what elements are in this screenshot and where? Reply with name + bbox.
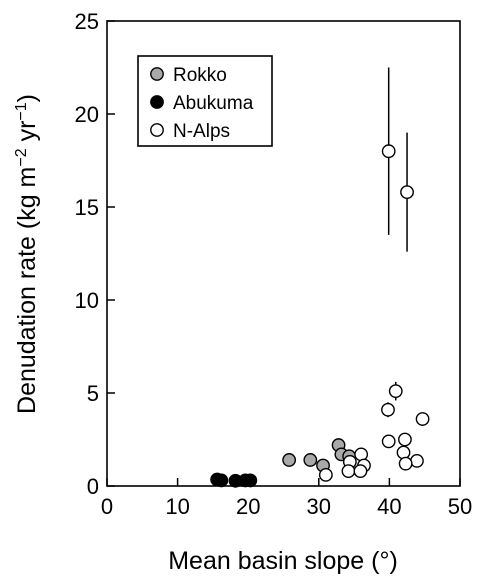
legend-label-rokko: Rokko <box>173 65 227 86</box>
y-tick-label: 0 <box>87 474 99 499</box>
point-n-alps <box>353 464 368 479</box>
y-axis-title-sup1: −2 <box>13 148 30 166</box>
point-n-alps <box>381 144 396 159</box>
y-axis-title-mid: yr <box>13 121 41 149</box>
y-axis-title: Denudation rate (kg m−2 yr−1) <box>13 94 41 414</box>
point-n-alps <box>415 412 430 426</box>
plot-frame <box>106 20 461 487</box>
legend-label-n-alps: N-Alps <box>173 121 230 142</box>
y-axis-title-main: Denudation rate (kg m <box>13 167 41 414</box>
legend-marker-abukuma <box>150 95 164 109</box>
point-n-alps <box>381 402 395 417</box>
axis-ticks: 0 10 20 30 40 50 0 5 10 15 20 25 <box>75 9 473 519</box>
y-tick-label: 25 <box>75 9 99 34</box>
x-tick-label: 0 <box>101 494 113 519</box>
y-tick-label: 15 <box>75 195 99 220</box>
y-axis-title-end: ) <box>13 94 41 102</box>
y-tick-label: 10 <box>75 288 99 313</box>
point-n-alps <box>381 434 396 449</box>
point-n-alps <box>354 447 369 462</box>
x-tick-label: 40 <box>377 494 401 519</box>
point-rokko <box>282 453 297 467</box>
x-tick-label: 30 <box>307 494 331 519</box>
legend-marker-n-alps <box>150 123 164 137</box>
legend-marker-rokko <box>150 67 164 81</box>
x-axis-title: Mean basin slope (°) <box>168 547 398 575</box>
y-axis-title-sup2: −1 <box>13 102 30 120</box>
data-marks <box>210 67 430 488</box>
legend-label-abukuma: Abukuma <box>173 93 254 114</box>
point-rokko <box>303 453 318 467</box>
x-tick-label: 50 <box>448 494 472 519</box>
y-tick-label: 20 <box>75 102 99 127</box>
legend: Rokko Abukuma N-Alps <box>137 55 273 147</box>
point-n-alps <box>410 453 424 468</box>
y-tick-label: 5 <box>87 381 99 406</box>
point-n-alps <box>398 432 412 447</box>
point-n-alps <box>396 445 411 460</box>
point-abukuma <box>243 473 258 488</box>
point-n-alps <box>388 384 403 399</box>
point-n-alps <box>398 456 413 471</box>
x-tick-label: 10 <box>165 494 189 519</box>
point-n-alps <box>318 467 333 482</box>
point-n-alps <box>400 185 414 200</box>
x-tick-label: 20 <box>236 494 260 519</box>
point-abukuma <box>214 473 229 488</box>
point-n-alps <box>341 464 356 479</box>
